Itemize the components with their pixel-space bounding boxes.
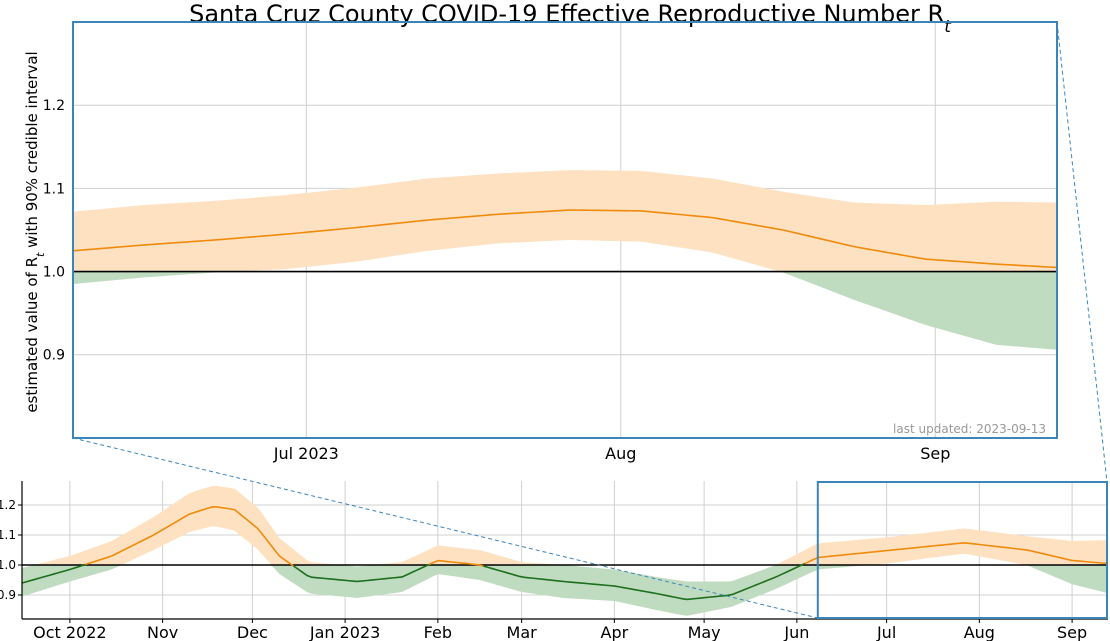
y-tick-label: 0.9 xyxy=(0,588,16,602)
rt-mean-line xyxy=(804,542,1108,565)
chart-title: Santa Cruz County COVID-19 Effective Rep… xyxy=(189,0,952,37)
x-tick-label: Jun xyxy=(783,623,809,641)
x-tick-label: Oct 2022 xyxy=(33,623,106,641)
detail-frame xyxy=(72,21,1058,439)
x-tick-label: Mar xyxy=(507,623,538,641)
x-tick-label: May xyxy=(688,623,721,641)
x-tick-label: Jan 2023 xyxy=(309,623,380,641)
x-tick-label: Dec xyxy=(237,623,268,641)
x-tick-label: Jul xyxy=(876,623,896,641)
y-tick-label: 1.0 xyxy=(0,558,16,572)
zoom-connectors xyxy=(72,21,1108,619)
y-tick-label: 1.1 xyxy=(43,181,65,197)
rt-mean-line xyxy=(428,559,484,567)
y-tick-label: 1.2 xyxy=(0,498,16,512)
y-axis-label-subscript: t xyxy=(34,252,47,257)
rt-mean-line-below xyxy=(293,563,430,583)
chart-title-subscript: t xyxy=(944,17,952,37)
zoom-box xyxy=(816,481,1108,619)
detail-panel: Jul 2023 Aug Sep 0.9 1.0 1.1 1.2 xyxy=(43,21,1058,463)
zoom-connector-left xyxy=(72,437,818,619)
overview-series xyxy=(22,485,1108,616)
y-tick-label: 1.0 xyxy=(43,265,65,281)
overview-panel: Oct 2022 Nov Dec Jan 2023 Feb Mar Apr May Jun Jul… xyxy=(0,481,1108,641)
chart-title-text: Santa Cruz County COVID-19 Effective Rep… xyxy=(189,0,944,28)
detail-series xyxy=(73,170,1057,350)
y-axis-label: estimated value of Rt with 90% credible … xyxy=(23,51,47,412)
credible-band-above xyxy=(73,170,1057,272)
zoom-connector-right xyxy=(1056,21,1108,483)
x-tick-label: Feb xyxy=(424,623,452,641)
y-tick-label: 0.9 xyxy=(43,348,65,364)
credible-band-below xyxy=(73,271,1057,350)
x-tick-label: Aug xyxy=(964,623,995,641)
credible-band-below xyxy=(22,565,1108,616)
rt-mean-line xyxy=(85,506,294,567)
rt-mean-line-below xyxy=(483,562,806,601)
y-axis-label-suffix: with 90% credible interval xyxy=(23,51,41,252)
x-tick-label: Apr xyxy=(601,623,629,641)
last-updated-annotation: last updated: 2023-09-13 xyxy=(893,422,1046,436)
x-tick-label: Nov xyxy=(147,623,178,641)
x-tick-label: Aug xyxy=(605,444,636,463)
x-tick-label: Sep xyxy=(920,444,950,463)
x-tick-label: Sep xyxy=(1057,623,1087,641)
credible-band-above xyxy=(22,485,1108,565)
y-tick-label: 1.2 xyxy=(43,98,65,114)
x-tick-label: Jul 2023 xyxy=(273,444,339,463)
y-axis-label-prefix: estimated value of R xyxy=(23,257,41,413)
rt-mean-line-below xyxy=(22,563,86,584)
rt-mean-line xyxy=(73,209,1057,269)
y-tick-label: 1.1 xyxy=(0,528,16,542)
